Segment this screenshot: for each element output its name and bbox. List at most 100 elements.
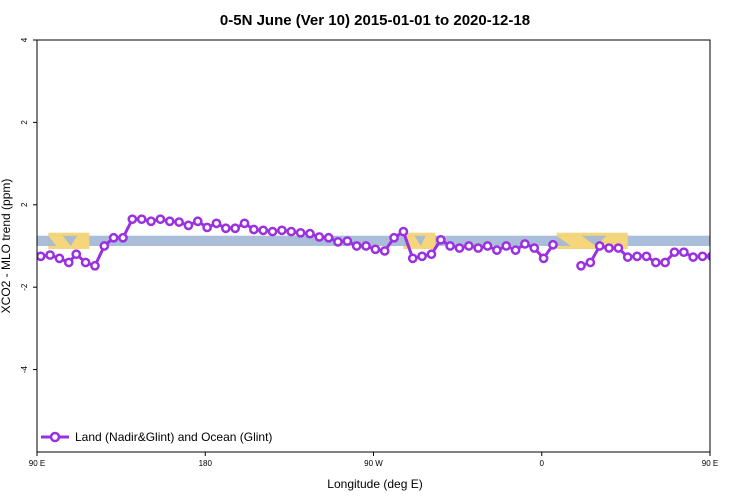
data-point [342,236,353,246]
data-point [613,243,624,253]
x-tick-label: 0 [540,459,545,468]
data-point [622,252,633,262]
y-tick-label: 2 [20,120,29,125]
y-tick-label: -4 [20,365,29,373]
data-point [707,251,710,261]
land-stripe-b-3 [744,236,750,246]
data-point [370,244,381,255]
data-point [239,218,250,229]
data-point [650,257,661,268]
data-point [277,225,287,236]
data-point [286,226,297,237]
data-point [108,232,119,243]
data-point [80,257,91,268]
data-point [669,247,680,258]
data-point [63,257,74,268]
x-tick-label: 90 W [364,459,383,468]
y-tick-label: 4 [20,37,29,42]
data-point [230,223,241,234]
data-point [538,253,549,264]
data-point [585,257,596,268]
land-stripe-0 [48,235,71,246]
land-stripe-2 [556,235,596,246]
band-rect [37,235,710,246]
x-axis-label: Longitude (deg E) [327,477,422,491]
data-point [445,241,455,251]
data-point [435,234,446,245]
land-patch-3 [721,233,750,249]
data-point [426,249,437,260]
data-point [604,243,614,253]
data-point [351,241,362,251]
data-point [727,255,734,262]
data-point [174,217,184,227]
data-point [548,239,558,250]
data-point [118,232,128,243]
data-point [323,232,334,243]
data-point [54,253,65,264]
y-tick-label: 2 [20,202,29,207]
data-point [37,251,46,262]
land-stripe-1 [403,235,421,246]
data-point [267,226,278,237]
y-axis-ticks: 4 2 2 -2 -4 [20,37,37,373]
data-point [127,214,138,225]
data-point [211,218,222,229]
data-point [71,249,82,260]
land-stripe-3 [721,236,744,246]
x-tick-label: 90 E [702,459,718,468]
x-tick-label: 90 E [29,459,45,468]
y-tick-label: -2 [20,283,29,291]
data-point [632,251,642,262]
data-point [492,245,502,255]
data-point [678,247,689,258]
data-point [529,243,540,253]
data-point [463,241,474,251]
data-point [688,252,699,262]
data-point [473,243,484,253]
data-point [482,241,493,251]
series-layer [37,214,743,271]
data-point [454,243,465,253]
data-point [510,245,521,255]
data-point [45,250,55,260]
data-point [594,241,605,251]
data-point [146,216,156,227]
data-point [389,232,399,243]
legend: Land (Nadir&Glint) and Ocean (Glint) [41,430,272,444]
data-point [164,216,175,227]
data-point [295,227,306,238]
data-point [576,260,586,271]
data-point [136,214,147,225]
data-point [99,241,110,251]
legend-label: Land (Nadir&Glint) and Ocean (Glint) [75,430,272,444]
data-point [155,214,166,225]
y-axis-label: XCO2 - MLO trend (ppm) [0,179,13,314]
land-stripe-b-1 [420,235,436,246]
data-point [220,223,231,234]
data-point [258,225,269,236]
data-point [398,226,409,237]
data-point [90,260,100,271]
chart-title: 0-5N June (Ver 10) 2015-01-01 to 2020-12… [220,12,530,29]
data-point [697,251,708,262]
data-point [660,257,670,268]
data-point [333,237,343,247]
data-point [249,224,259,235]
data-point [736,260,743,267]
data-point [202,222,212,233]
data-point [718,251,725,258]
legend-marker [49,431,61,443]
data-point [379,246,390,256]
data-point [501,241,512,251]
data-point [305,228,315,239]
data-point [407,253,418,264]
data-point [314,232,325,242]
data-point [520,239,530,249]
data-point [641,251,652,262]
x-tick-label: 180 [199,459,213,468]
land-stripe-b-0 [70,235,90,246]
data-point [361,241,371,251]
data-point [192,216,203,227]
